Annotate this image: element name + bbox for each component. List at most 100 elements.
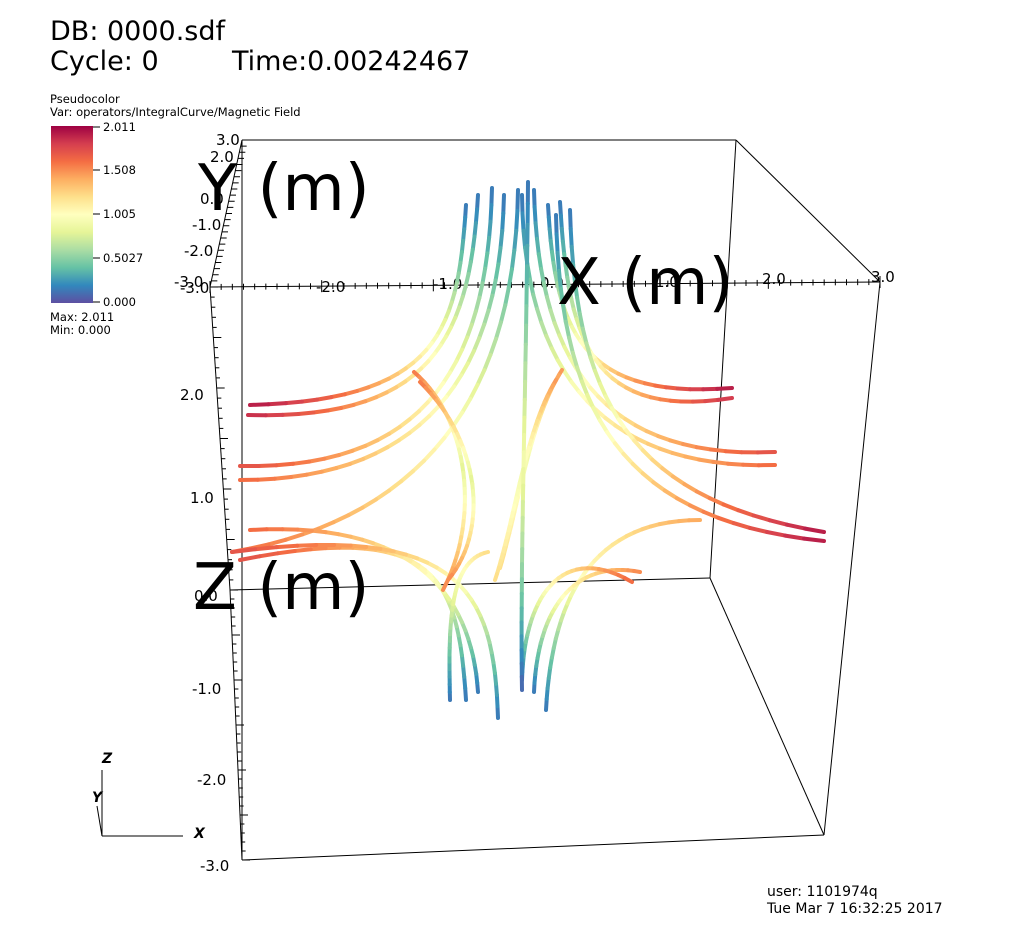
field-line-segment xyxy=(785,522,808,531)
field-line-segment xyxy=(308,546,328,552)
field-line-segment xyxy=(715,386,734,391)
field-line-segment xyxy=(650,457,665,471)
field-line-segment xyxy=(509,248,517,272)
field-line-segment xyxy=(432,435,447,452)
field-line-segment xyxy=(363,438,380,448)
field-line-segment xyxy=(674,496,692,508)
colorbar-tick-label: 1.005 xyxy=(103,207,136,221)
field-line-segment xyxy=(579,379,590,397)
field-line-segment xyxy=(248,402,271,407)
field-line-segment xyxy=(694,445,713,452)
y-tick-label: -2.0 xyxy=(184,242,213,260)
field-line-segment xyxy=(506,267,514,290)
field-line-segment xyxy=(651,480,667,493)
field-line-segment xyxy=(603,416,618,428)
field-line-segment xyxy=(783,533,807,541)
field-line-segment xyxy=(701,509,721,520)
field-line-segment xyxy=(802,536,826,543)
field-line-segment xyxy=(490,278,498,298)
field-line-segment xyxy=(482,550,490,555)
field-line-segment xyxy=(375,431,391,443)
field-line-segment xyxy=(351,399,368,407)
field-line-segment xyxy=(451,410,465,428)
field-line-segment xyxy=(514,208,520,233)
field-line-segment xyxy=(300,397,320,404)
field-line-segment xyxy=(331,513,351,525)
field-line-segment xyxy=(307,456,327,464)
field-line-segment xyxy=(593,368,603,386)
field-line-segment xyxy=(462,215,468,232)
field-line-segment xyxy=(539,267,546,286)
field-line-segment xyxy=(598,381,608,399)
field-line-segment xyxy=(373,445,390,456)
field-line-segment xyxy=(560,239,567,256)
field-line-segment xyxy=(493,571,499,582)
field-line-segment xyxy=(397,417,412,429)
field-line-segment xyxy=(417,400,430,414)
field-line-segment xyxy=(289,472,309,479)
field-line-segment xyxy=(588,355,597,373)
field-line-segment xyxy=(603,394,614,411)
field-line-segment xyxy=(568,208,573,231)
field-line-segment xyxy=(469,309,478,327)
field-line-segment xyxy=(272,475,293,481)
field-line-segment xyxy=(539,320,549,338)
field-line-segment xyxy=(544,333,554,351)
field-line-segment xyxy=(767,518,789,527)
field-line-segment xyxy=(396,431,412,443)
field-line-segment xyxy=(640,471,656,485)
field-line-segment xyxy=(751,513,772,523)
field-line-segment xyxy=(407,409,421,422)
x-tick-label: -2.0 xyxy=(316,278,345,296)
field-line-segment xyxy=(668,438,686,447)
field-line-segment xyxy=(657,446,675,455)
field-line-segment xyxy=(266,537,288,547)
x-tick-label: 1.0 xyxy=(655,273,679,291)
field-line-segment xyxy=(473,207,480,226)
field-line-segment xyxy=(411,458,427,474)
z-tick-label: 2.0 xyxy=(180,386,204,404)
field-line-segment xyxy=(528,277,536,297)
field-line-segment xyxy=(575,365,584,384)
field-line-segment xyxy=(554,213,559,237)
colorbar-tick-label: 1.508 xyxy=(103,163,136,177)
field-line-segment xyxy=(577,311,585,331)
field-line-segment xyxy=(465,322,474,340)
field-line-segment xyxy=(558,200,563,218)
field-line-segment xyxy=(452,373,464,389)
field-line-segment xyxy=(498,303,508,325)
field-line-segment xyxy=(577,389,590,404)
field-line-segment xyxy=(633,423,649,434)
field-line-segment xyxy=(554,232,560,255)
field-line-segment xyxy=(399,469,415,484)
field-line-segment xyxy=(465,349,476,366)
field-line-segment xyxy=(468,247,475,264)
field-line-segment xyxy=(570,350,580,370)
legend-min: Min: 0.000 xyxy=(50,323,111,337)
field-line-segment xyxy=(454,347,464,364)
field-line-segment xyxy=(694,489,712,501)
field-line-segment xyxy=(391,549,408,557)
field-line-segment xyxy=(315,395,334,402)
field-line-segment xyxy=(690,399,708,404)
z-axis-title: Z (m) xyxy=(193,551,369,625)
field-line-segment xyxy=(541,281,549,300)
field-line-segment xyxy=(471,336,482,354)
field-line-segment xyxy=(350,443,368,453)
field-line-segment xyxy=(387,479,404,493)
field-line-segment xyxy=(336,532,353,539)
field-line-segment xyxy=(257,551,280,559)
field-line-segment xyxy=(546,203,551,220)
field-line-segment xyxy=(319,466,339,474)
field-line-segment xyxy=(535,236,541,257)
field-line-segment xyxy=(378,546,396,554)
y-axis-ticks: 3.0 2.0 0.0 -1.0 -2.0 -3.0 xyxy=(174,131,240,291)
field-line-segment xyxy=(329,392,347,400)
y-axis-title: Y (m) xyxy=(197,152,370,226)
field-line-segment xyxy=(567,335,575,355)
y-tick-label: 2.0 xyxy=(210,148,234,166)
field-line-segment xyxy=(558,213,564,231)
field-line-segment xyxy=(332,543,353,548)
field-line-segment xyxy=(488,203,494,224)
